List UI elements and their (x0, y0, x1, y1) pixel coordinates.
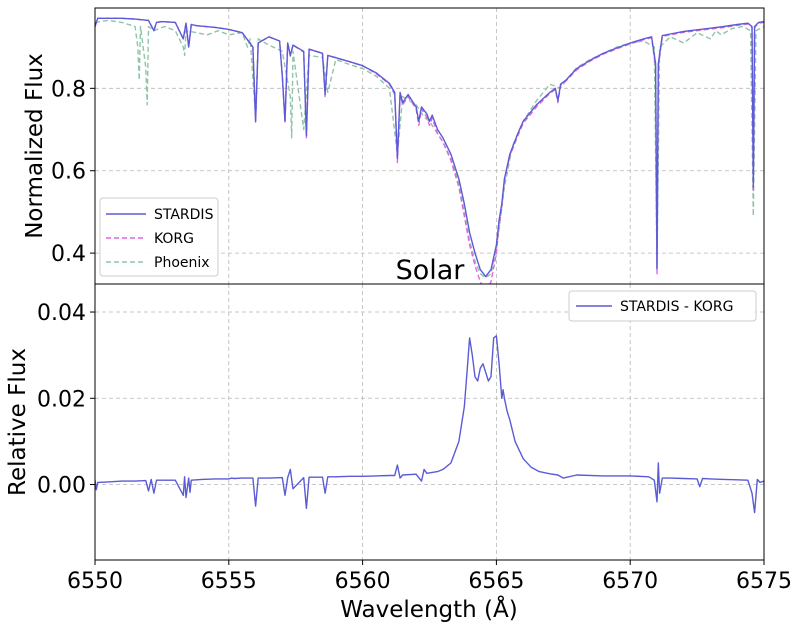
bottom-y-ticks: 0.00 0.02 0.04 (37, 301, 95, 499)
bottom-series-lines (95, 335, 764, 514)
legend-label-stardis-minus-korg: STARDIS - KORG (620, 299, 733, 315)
top-y-axis-label: Normalized Flux (22, 53, 48, 239)
top-legend: STARDIS KORG Phoenix (99, 197, 219, 277)
xtick-label-6570: 6570 (602, 569, 658, 594)
bottom-plot-frame (94, 283, 765, 561)
top-ytick-label-1: 0.6 (51, 160, 86, 185)
bottom-ytick-label-0: 0.00 (37, 474, 86, 499)
bottom-legend: STARDIS - KORG (568, 290, 757, 322)
bottom-legend-box (568, 290, 757, 322)
bottom-ytick-label-1: 0.02 (37, 387, 86, 412)
x-axis-label: Wavelength (Å) (340, 595, 517, 623)
top-series-stardis (95, 17, 764, 278)
xtick-label-6560: 6560 (335, 569, 391, 594)
top-legend-box (99, 197, 219, 277)
legend-label-korg: KORG (154, 231, 194, 247)
xtick-label-6575: 6575 (736, 569, 792, 594)
top-ytick-label-0: 0.4 (51, 242, 86, 267)
xtick-label-6565: 6565 (468, 569, 524, 594)
bottom-series-stardis-korg (95, 335, 764, 514)
legend-label-phoenix: Phoenix (154, 255, 210, 271)
top-series-phoenix (95, 19, 764, 279)
bottom-panel: 0.00 0.02 0.04 6550 6555 6560 6565 6570 6575 Re… (5, 283, 792, 623)
top-ytick-label-2: 0.8 (51, 77, 86, 102)
legend-label-stardis: STARDIS (154, 207, 214, 223)
panel-label-solar: Solar (396, 255, 466, 286)
top-panel: 0.4 0.6 0.8 Normalized Flux Solar STARDIS … (22, 7, 765, 286)
bottom-y-axis-label: Relative Flux (5, 348, 31, 496)
xtick-label-6550: 6550 (67, 569, 123, 594)
top-series-lines (95, 17, 764, 284)
bottom-ytick-label-2: 0.04 (37, 301, 86, 326)
bottom-x-ticks: 6550 6555 6560 6565 6570 6575 (67, 560, 792, 594)
xtick-label-6555: 6555 (201, 569, 257, 594)
top-y-ticks: 0.4 0.6 0.8 (51, 77, 95, 267)
